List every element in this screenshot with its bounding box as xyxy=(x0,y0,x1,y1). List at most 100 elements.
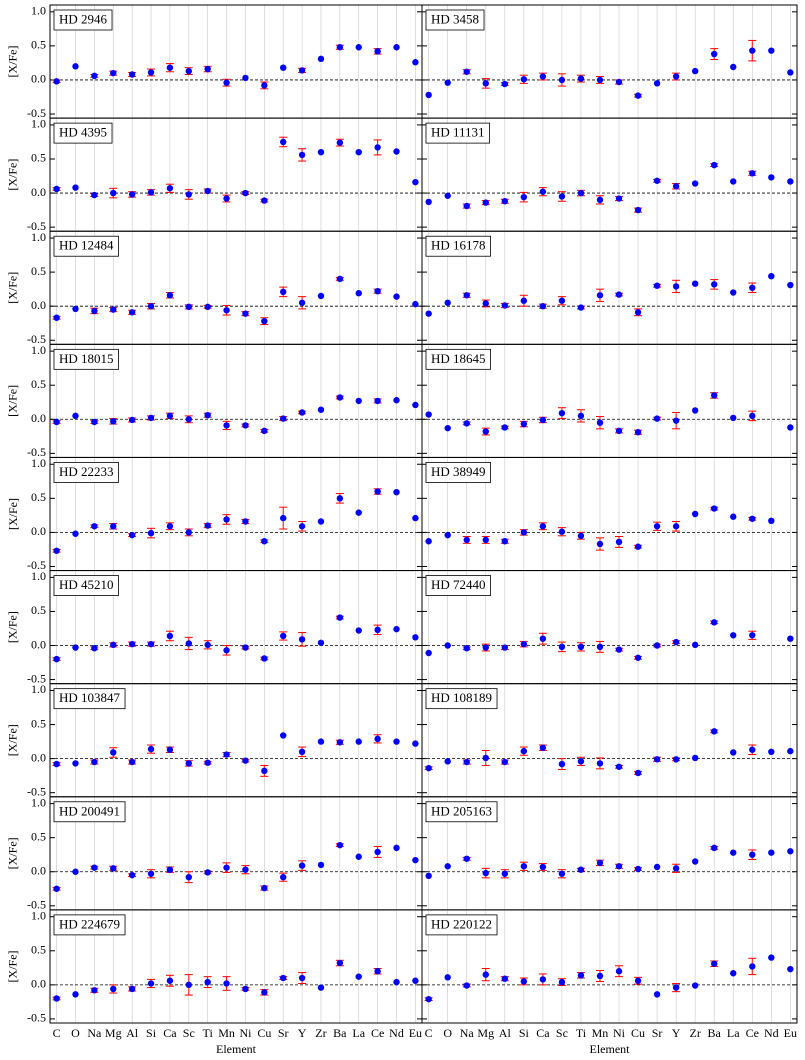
data-point xyxy=(710,728,718,735)
data-point xyxy=(787,635,794,642)
panel-title: HD 4395 xyxy=(59,125,107,140)
data-point xyxy=(261,317,268,325)
data-point xyxy=(691,407,699,414)
data-point xyxy=(596,76,604,84)
data-point xyxy=(787,848,794,855)
data-point xyxy=(298,636,306,643)
data-point xyxy=(110,865,117,872)
data-point xyxy=(72,184,79,191)
data-point xyxy=(672,984,680,991)
x-tick-label: O xyxy=(443,1026,452,1040)
data-point xyxy=(223,864,230,871)
data-point xyxy=(166,185,174,192)
data-point xyxy=(355,44,362,51)
data-point xyxy=(482,644,489,651)
title-box xyxy=(425,122,490,144)
data-point xyxy=(463,855,470,862)
x-tick-label: Ba xyxy=(708,1026,722,1040)
x-tick-label: Sr xyxy=(652,1026,663,1040)
title-box xyxy=(53,462,119,483)
y-tick-label: -0.5 xyxy=(27,445,46,459)
data-point xyxy=(787,747,794,755)
y-tick-label: 0.0 xyxy=(31,637,46,651)
data-point xyxy=(53,185,60,193)
data-point xyxy=(261,197,268,204)
data-point xyxy=(412,300,419,308)
panel-title: HD 18645 xyxy=(431,351,486,366)
data-point xyxy=(91,418,98,426)
data-point xyxy=(463,982,470,989)
panel-title: HD 72440 xyxy=(431,577,486,592)
y-axis-label: [X/Fe] xyxy=(6,837,20,869)
data-point xyxy=(261,538,268,545)
panel-title: HD 11131 xyxy=(431,125,485,140)
data-point xyxy=(787,965,794,973)
data-point xyxy=(463,758,470,766)
data-point xyxy=(539,635,547,642)
data-point xyxy=(615,646,623,653)
data-point xyxy=(672,183,680,190)
x-tick-label: Ni xyxy=(239,1026,252,1040)
data-point xyxy=(298,748,306,756)
data-point xyxy=(317,406,325,413)
y-axis-label: [X/Fe] xyxy=(6,159,20,191)
data-point xyxy=(128,758,136,766)
data-point xyxy=(577,972,585,979)
data-point xyxy=(653,863,661,871)
data-point xyxy=(425,538,432,545)
data-point xyxy=(710,281,718,288)
title-box xyxy=(53,235,119,257)
data-point xyxy=(768,954,775,961)
y-tick-label: -0.5 xyxy=(27,1011,46,1025)
data-point xyxy=(730,749,737,756)
data-point xyxy=(672,638,680,646)
data-point xyxy=(425,91,432,99)
y-tick-label: -0.5 xyxy=(27,898,46,912)
data-point xyxy=(596,292,604,299)
data-point xyxy=(691,510,699,518)
data-point xyxy=(482,428,489,435)
data-point xyxy=(558,643,566,651)
data-point xyxy=(482,971,489,978)
data-point xyxy=(393,148,400,155)
data-point xyxy=(317,861,325,869)
data-point xyxy=(577,412,585,420)
y-tick-label: 0.5 xyxy=(31,829,46,843)
data-point xyxy=(393,978,400,986)
data-point xyxy=(615,763,623,770)
x-tick-label: Ca xyxy=(536,1026,550,1040)
data-point xyxy=(520,297,528,304)
data-point xyxy=(53,78,60,85)
data-point xyxy=(242,757,249,764)
data-point xyxy=(128,71,136,78)
panel-title: HD 220122 xyxy=(431,916,492,931)
data-point xyxy=(280,514,287,522)
data-point xyxy=(520,863,528,870)
data-point xyxy=(482,80,489,87)
data-point xyxy=(444,974,451,981)
panel-title: HD 16178 xyxy=(431,238,486,253)
data-point xyxy=(787,69,794,76)
data-point xyxy=(653,177,661,184)
y-tick-label: 0.0 xyxy=(31,185,46,199)
data-point xyxy=(128,640,136,648)
panel-frame xyxy=(421,909,798,1024)
data-point xyxy=(482,754,489,762)
data-point xyxy=(393,397,400,404)
data-point xyxy=(374,968,381,975)
data-point xyxy=(539,976,547,983)
data-point xyxy=(672,756,680,763)
data-point xyxy=(463,292,470,299)
data-point xyxy=(787,424,794,431)
data-point xyxy=(185,529,192,536)
x-tick-label: Ti xyxy=(576,1026,587,1040)
title-box xyxy=(425,235,491,257)
data-point xyxy=(444,192,451,199)
data-point xyxy=(91,758,98,766)
data-point xyxy=(317,738,325,745)
x-tick-label: Mg xyxy=(477,1026,494,1040)
data-point xyxy=(261,989,268,996)
data-point xyxy=(577,643,585,651)
data-point xyxy=(749,412,756,420)
data-point xyxy=(520,978,528,985)
